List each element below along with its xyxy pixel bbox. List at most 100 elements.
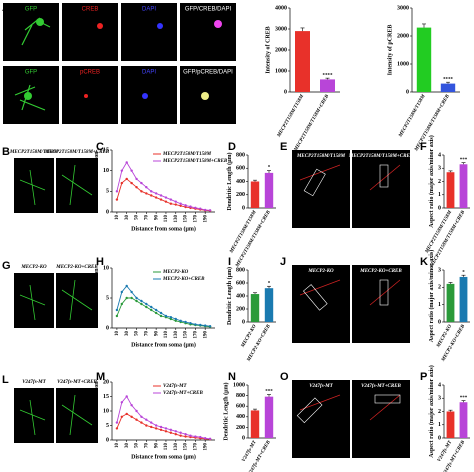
data-point bbox=[135, 299, 138, 303]
data-point bbox=[154, 192, 158, 195]
data-point bbox=[135, 177, 138, 181]
x-tick-label: 70 bbox=[144, 215, 149, 221]
data-point bbox=[184, 204, 187, 207]
data-point bbox=[135, 186, 138, 189]
x-tick-label: 150 bbox=[184, 215, 189, 223]
x-tick-label: 70 bbox=[144, 331, 149, 337]
y-tick-label: 1000 bbox=[275, 68, 287, 74]
data-point bbox=[159, 311, 163, 315]
panel-letter: M bbox=[96, 371, 105, 383]
data-point bbox=[208, 437, 212, 441]
data-point bbox=[115, 421, 119, 424]
legend-label: MECP2T158M/T158M bbox=[162, 152, 212, 157]
y-tick-label: 3000 bbox=[397, 5, 409, 11]
panel-letter: P bbox=[420, 371, 427, 383]
bar bbox=[320, 79, 335, 92]
panel-letter: D bbox=[228, 141, 236, 153]
y-tick-label: 15 bbox=[103, 394, 109, 400]
data-point bbox=[120, 290, 124, 294]
x-axis-label: Distance from soma (μm) bbox=[131, 225, 196, 232]
data-point bbox=[194, 323, 197, 326]
x-tick-label: 30 bbox=[125, 443, 130, 449]
data-point bbox=[130, 169, 133, 172]
y-tick-label: 2000 bbox=[275, 47, 287, 53]
x-tick-label: 190 bbox=[203, 331, 208, 339]
y-tick-label: 15 bbox=[103, 147, 109, 153]
y-tick-label: 3 bbox=[438, 267, 441, 273]
data-point bbox=[125, 161, 128, 164]
data-point bbox=[159, 194, 163, 197]
image-label: GFP bbox=[25, 70, 37, 76]
bar bbox=[446, 172, 455, 208]
x-tick-label: 170 bbox=[194, 443, 199, 451]
data-point bbox=[184, 205, 187, 209]
panel-letter: N bbox=[228, 371, 236, 383]
data-point bbox=[174, 433, 177, 436]
x-tick-label: 90 bbox=[154, 443, 159, 449]
data-point bbox=[174, 430, 177, 433]
data-point bbox=[145, 186, 148, 189]
x-tick-label: 130 bbox=[174, 215, 179, 223]
data-point bbox=[189, 434, 192, 437]
x-axis-label: Distance from soma (μm) bbox=[131, 453, 196, 460]
data-point bbox=[130, 415, 133, 418]
x-tick-label: 10 bbox=[115, 215, 120, 221]
data-point bbox=[120, 181, 124, 185]
data-point bbox=[145, 424, 148, 427]
x-tick-label: 90 bbox=[154, 331, 159, 337]
data-point bbox=[140, 415, 143, 418]
data-point bbox=[189, 205, 192, 208]
data-point bbox=[135, 296, 138, 300]
data-point bbox=[189, 322, 192, 325]
data-point bbox=[115, 308, 119, 312]
data-point bbox=[159, 198, 163, 201]
image bbox=[62, 3, 118, 61]
data-point bbox=[140, 299, 143, 303]
data-point bbox=[145, 305, 148, 309]
legend-label: MECP2-KO+CREB bbox=[162, 277, 205, 282]
data-point bbox=[135, 409, 138, 413]
series-line bbox=[116, 297, 211, 328]
y-tick-label: 0 bbox=[242, 319, 245, 325]
x-axis-label: Distance from soma (μm) bbox=[131, 341, 196, 348]
y-tick-label: 4 bbox=[438, 382, 441, 388]
data-point bbox=[174, 200, 177, 203]
data-point bbox=[145, 192, 148, 195]
x-tick-label: 190 bbox=[203, 215, 208, 223]
y-axis-label: Aspect ratio (major axis/minor axis) bbox=[428, 250, 435, 342]
data-point bbox=[150, 190, 153, 193]
data-point bbox=[154, 308, 158, 312]
data-point bbox=[159, 314, 163, 318]
data-point bbox=[115, 314, 119, 318]
data-point bbox=[184, 435, 187, 438]
image-label: MECP2T158M/T158M bbox=[296, 154, 346, 159]
x-tick-label: 90 bbox=[154, 215, 159, 221]
data-point bbox=[130, 404, 133, 407]
image-label: DAPI bbox=[142, 7, 156, 13]
data-point bbox=[140, 302, 143, 306]
data-point bbox=[164, 200, 168, 203]
data-point bbox=[140, 190, 143, 193]
data-point bbox=[179, 202, 182, 205]
x-tick-label: 110 bbox=[164, 443, 169, 451]
panel-letter: B bbox=[2, 146, 10, 158]
bar bbox=[264, 396, 274, 438]
y-tick-label: 2 bbox=[438, 409, 441, 415]
image-label: MECP2T158M/T158M+CREB bbox=[44, 150, 110, 155]
legend-label: V247fs-MT bbox=[163, 384, 188, 389]
data-point bbox=[164, 196, 168, 199]
image-label: V247fs-MT bbox=[22, 380, 47, 385]
x-tick-label: 70 bbox=[144, 443, 149, 449]
y-tick-label: 10 bbox=[103, 408, 109, 414]
bar bbox=[264, 288, 274, 322]
y-tick-label: 0 bbox=[438, 435, 441, 441]
y-tick-label: 0 bbox=[284, 89, 287, 95]
y-tick-label: 0 bbox=[242, 435, 245, 441]
data-point bbox=[164, 430, 168, 433]
bar bbox=[440, 83, 456, 92]
y-tick-label: 1 bbox=[438, 302, 441, 308]
image bbox=[180, 3, 236, 61]
y-tick-label: 400 bbox=[236, 414, 245, 420]
image-label: GFP/CREB/DAPI bbox=[185, 7, 232, 13]
